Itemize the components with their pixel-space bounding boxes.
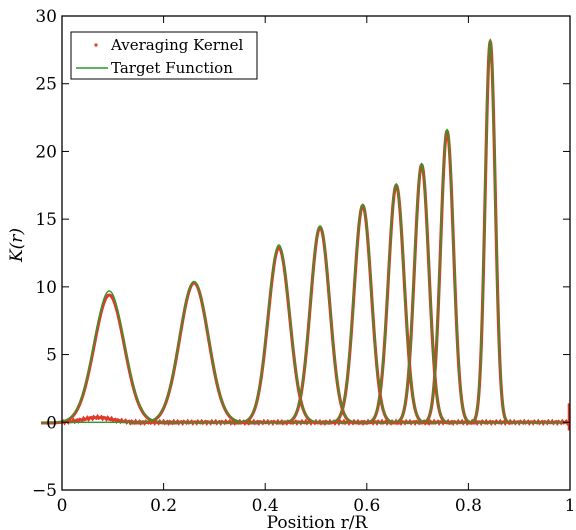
legend: Averaging Kernel Target Function <box>70 31 258 80</box>
x-tick-label: 0.2 <box>150 496 177 516</box>
target-curve-7 <box>389 162 455 423</box>
y-tick-label: 25 <box>35 75 57 95</box>
target-curve-3 <box>230 244 328 423</box>
y-tick-label: 20 <box>35 142 57 162</box>
y-tick-label: 15 <box>35 210 57 230</box>
x-tick-label: 0 <box>57 496 68 516</box>
target-curve-8 <box>417 128 477 423</box>
plot-area <box>40 37 571 431</box>
y-tick-label: 5 <box>46 346 57 366</box>
target-curve-4 <box>276 225 364 423</box>
y-axis-label: K(r) <box>7 228 27 263</box>
y-tick-label: 10 <box>35 278 57 298</box>
target-curve-5 <box>323 203 402 423</box>
x-axis-label: Position r/R <box>267 513 369 530</box>
y-tick-label: 30 <box>35 7 57 27</box>
legend-box <box>70 31 258 80</box>
legend-kernel-label: Averaging Kernel <box>110 36 244 54</box>
plot-frame <box>61 15 571 491</box>
x-tick-label: 1 <box>565 496 576 516</box>
legend-kernel-marker <box>94 43 98 47</box>
x-tick-label: 0.4 <box>252 496 279 516</box>
legend-target-label: Target Function <box>111 59 233 77</box>
kernel-curve-8 <box>417 128 477 425</box>
x-tick-label: 0.8 <box>455 496 482 516</box>
target-curve-6 <box>360 183 433 423</box>
y-tick-label: −5 <box>32 481 57 501</box>
kernel-curve-2 <box>129 281 260 425</box>
x-tick-label: 0.6 <box>353 496 380 516</box>
target-curve-9 <box>467 38 513 423</box>
target-curve-2 <box>129 280 260 423</box>
y-tick-label: 0 <box>46 413 57 433</box>
kernel-curve-9 <box>467 37 513 425</box>
